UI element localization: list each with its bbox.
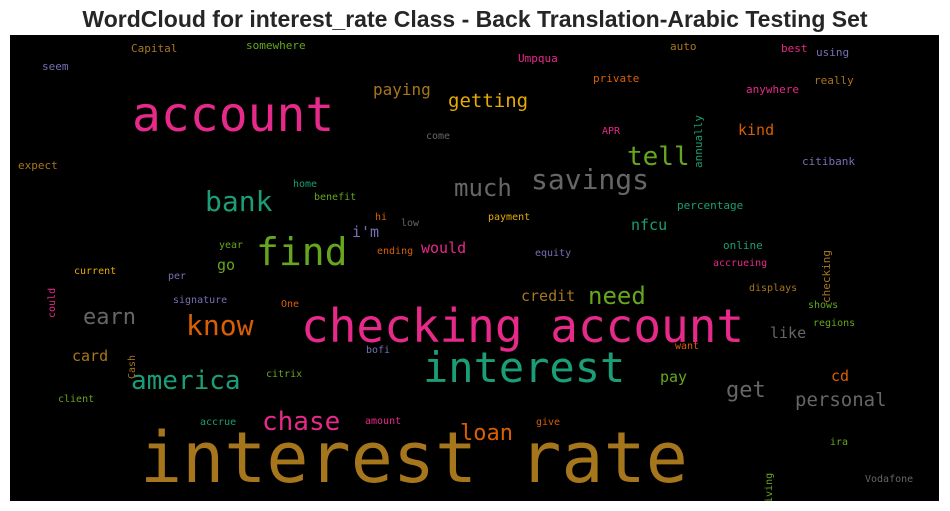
word-expect: expect: [18, 159, 58, 172]
word-capital: Capital: [131, 42, 178, 55]
word-bank: bank: [205, 185, 273, 218]
word-one: One: [281, 299, 300, 310]
word-private: private: [593, 72, 640, 85]
word-give: give: [536, 417, 561, 428]
word-cloud: interest rate checking account account inte…: [10, 35, 939, 501]
word-online: online: [723, 239, 763, 252]
word-paying: paying: [373, 80, 431, 99]
word-annually: annually: [692, 114, 705, 168]
word-cash: Cash: [127, 354, 138, 379]
word-signature: signature: [173, 295, 228, 306]
word-bofi: bofi: [366, 345, 391, 356]
word-low: low: [401, 218, 420, 229]
word-percentage: percentage: [677, 199, 744, 212]
word-year: year: [219, 240, 244, 251]
word-tell: tell: [627, 142, 690, 172]
word-per: per: [168, 271, 187, 282]
word-current: current: [74, 266, 117, 277]
word-want: want: [675, 341, 700, 352]
word-go: go: [217, 256, 236, 274]
word-checking: checking: [820, 249, 833, 303]
word-card: card: [72, 347, 109, 365]
word-earn: earn: [83, 305, 136, 330]
word-client: client: [58, 394, 95, 405]
word-payment: payment: [488, 212, 531, 223]
word-account: account: [132, 87, 335, 143]
word-cd: cd: [831, 367, 850, 385]
word-getting: getting: [448, 90, 529, 112]
word-kind: kind: [738, 121, 775, 139]
word-shows: shows: [808, 300, 839, 311]
chart-title: WordCloud for interest_rate Class - Back…: [82, 6, 868, 32]
word-pay: pay: [660, 368, 688, 386]
word-seem: seem: [42, 60, 69, 73]
word-equity: equity: [535, 248, 572, 259]
word-would: would: [421, 239, 467, 257]
word-interest-rate: interest rate: [140, 417, 688, 499]
word-home: home: [293, 179, 318, 190]
word-interest: interest: [423, 343, 626, 392]
word-loan: loan: [460, 421, 513, 446]
word-get: get: [726, 378, 766, 403]
word-accrue: accrue: [200, 417, 237, 428]
word-auto: auto: [670, 40, 697, 53]
word-citibank: citibank: [802, 155, 855, 168]
word-regions: regions: [813, 318, 856, 329]
word-citrix: citrix: [266, 369, 303, 380]
word-umpqua: Umpqua: [518, 52, 558, 65]
word-checking-account: checking account: [301, 299, 745, 353]
word-apr: APR: [602, 126, 621, 137]
word-really: really: [814, 74, 854, 87]
word-personal: personal: [795, 389, 887, 411]
word-need: need: [588, 282, 646, 310]
word-savings: savings: [531, 163, 650, 196]
word-much: much: [454, 174, 512, 202]
word-ending: ending: [377, 246, 414, 257]
word-i-m: i'm: [352, 223, 380, 241]
word-like: like: [770, 324, 807, 342]
word-find: find: [256, 230, 348, 274]
word-come: come: [426, 131, 451, 142]
word-chase: chase: [262, 407, 341, 437]
word-nfcu: nfcu: [631, 216, 668, 234]
word-america: america: [131, 366, 241, 396]
word-using: using: [816, 46, 850, 59]
word-vodafone: Vodafone: [865, 474, 914, 485]
word-accrueing: accrueing: [713, 258, 768, 269]
word-best: best: [781, 42, 808, 55]
word-anywhere: anywhere: [746, 83, 799, 96]
word-somewhere: somewhere: [246, 39, 306, 52]
word-hi: hi: [375, 212, 388, 223]
word-could: could: [47, 287, 58, 318]
word-displays: displays: [749, 283, 798, 294]
word-credit: credit: [521, 287, 576, 305]
word-giving: giving: [764, 472, 775, 501]
word-benefit: benefit: [314, 192, 357, 203]
word-amount: amount: [365, 416, 402, 427]
word-ira: ira: [830, 437, 849, 448]
word-know: know: [186, 309, 254, 342]
